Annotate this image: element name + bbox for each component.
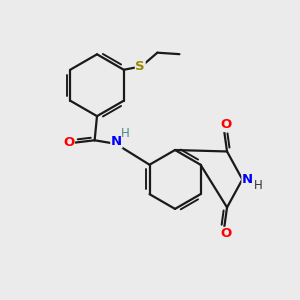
Text: O: O xyxy=(220,227,231,240)
Text: O: O xyxy=(63,136,74,149)
Text: O: O xyxy=(220,118,231,131)
Text: N: N xyxy=(111,135,122,148)
Text: S: S xyxy=(136,60,145,73)
Text: H: H xyxy=(121,127,130,140)
Text: H: H xyxy=(254,179,263,192)
Text: N: N xyxy=(242,173,253,186)
